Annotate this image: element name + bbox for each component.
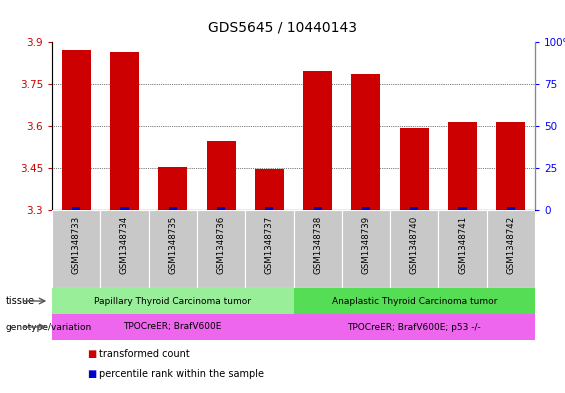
- Text: genotype/variation: genotype/variation: [6, 323, 92, 332]
- Bar: [293, 314, 535, 340]
- Bar: [293, 210, 342, 288]
- Bar: [507, 207, 515, 210]
- Text: transformed count: transformed count: [99, 349, 190, 360]
- Bar: [400, 128, 429, 210]
- Text: GSM1348734: GSM1348734: [120, 216, 129, 274]
- Text: percentile rank within the sample: percentile rank within the sample: [99, 369, 264, 378]
- Bar: [169, 207, 177, 210]
- Text: tissue: tissue: [6, 296, 35, 306]
- Bar: [120, 207, 128, 210]
- Bar: [362, 207, 370, 210]
- Text: GSM1348742: GSM1348742: [506, 216, 515, 274]
- Bar: [410, 207, 418, 210]
- Bar: [52, 210, 101, 288]
- Bar: [101, 210, 149, 288]
- Bar: [351, 74, 380, 210]
- Bar: [62, 50, 90, 210]
- Text: GSM1348736: GSM1348736: [216, 216, 225, 274]
- Text: GDS5645 / 10440143: GDS5645 / 10440143: [208, 20, 357, 34]
- Bar: [217, 207, 225, 210]
- Bar: [390, 210, 438, 288]
- Bar: [207, 141, 236, 210]
- Text: GSM1348737: GSM1348737: [265, 216, 274, 274]
- Text: GSM1348733: GSM1348733: [72, 216, 81, 274]
- Bar: [52, 314, 293, 340]
- Text: GSM1348739: GSM1348739: [362, 216, 371, 274]
- Text: Anaplastic Thyroid Carcinoma tumor: Anaplastic Thyroid Carcinoma tumor: [332, 296, 497, 305]
- Text: GSM1348741: GSM1348741: [458, 216, 467, 274]
- Bar: [72, 207, 80, 210]
- Bar: [448, 122, 477, 210]
- Bar: [342, 210, 390, 288]
- Bar: [486, 210, 535, 288]
- Text: TPOCreER; BrafV600E: TPOCreER; BrafV600E: [124, 323, 222, 332]
- Bar: [266, 207, 273, 210]
- Bar: [438, 210, 486, 288]
- Text: TPOCreER; BrafV600E; p53 -/-: TPOCreER; BrafV600E; p53 -/-: [347, 323, 481, 332]
- Text: GSM1348738: GSM1348738: [313, 216, 322, 274]
- Bar: [110, 52, 139, 210]
- Bar: [303, 72, 332, 210]
- Bar: [158, 167, 187, 210]
- Text: ■: ■: [88, 369, 97, 378]
- Text: GSM1348740: GSM1348740: [410, 216, 419, 274]
- Bar: [293, 288, 535, 314]
- Bar: [497, 122, 525, 210]
- Text: ■: ■: [88, 349, 97, 360]
- Bar: [197, 210, 245, 288]
- Bar: [255, 169, 284, 210]
- Text: GSM1348735: GSM1348735: [168, 216, 177, 274]
- Bar: [52, 288, 293, 314]
- Bar: [149, 210, 197, 288]
- Bar: [245, 210, 293, 288]
- Bar: [314, 207, 321, 210]
- Bar: [458, 207, 467, 210]
- Text: Papillary Thyroid Carcinoma tumor: Papillary Thyroid Carcinoma tumor: [94, 296, 251, 305]
